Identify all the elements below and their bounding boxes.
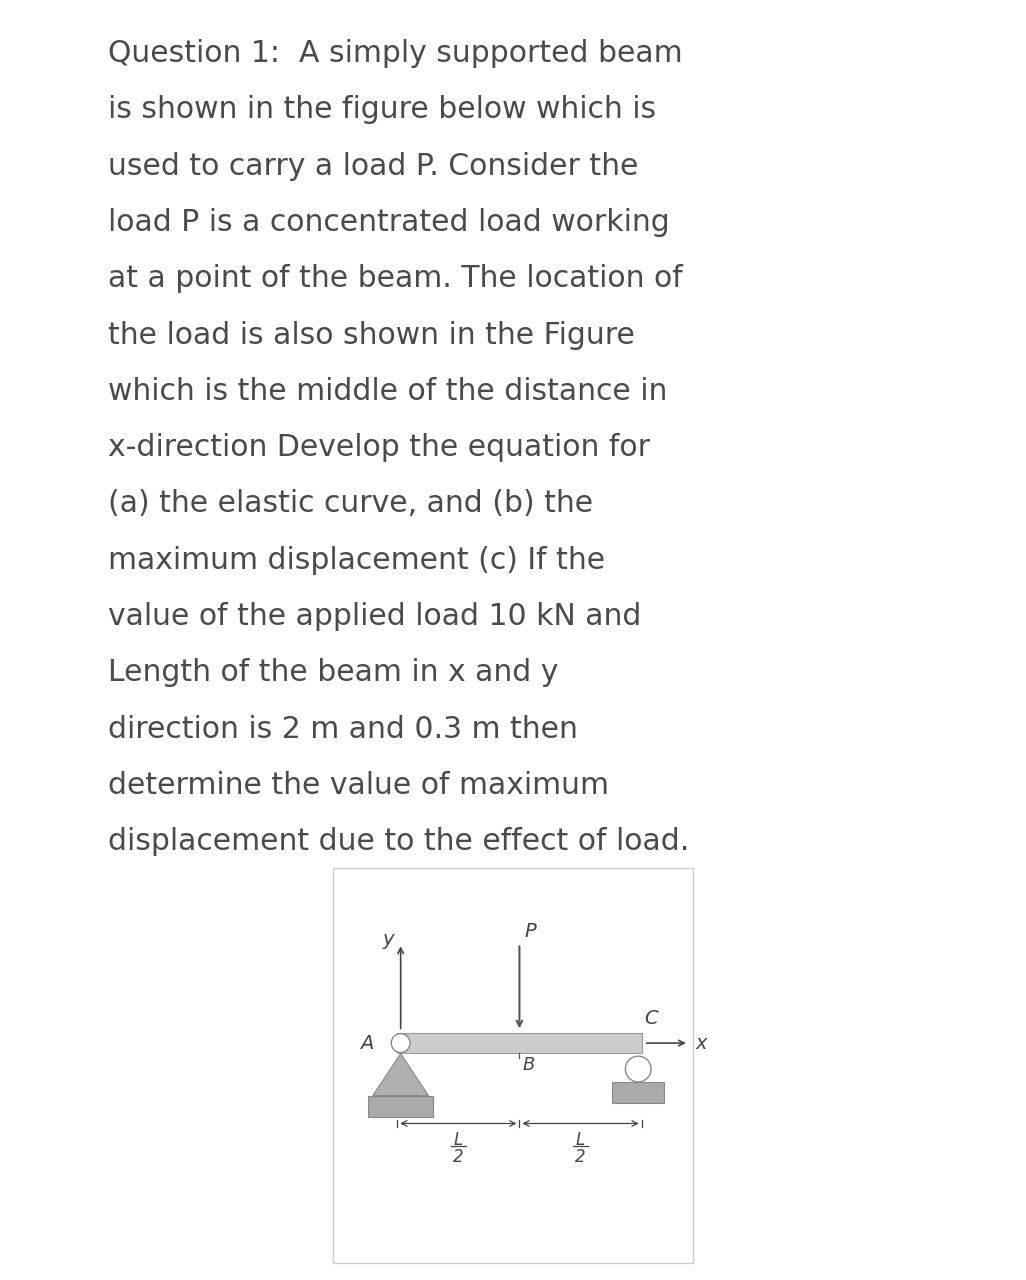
Text: P: P [524,923,537,941]
Circle shape [625,1056,652,1082]
Text: C: C [643,1009,658,1028]
FancyBboxPatch shape [332,868,694,1263]
Text: the load is also shown in the Figure: the load is also shown in the Figure [108,320,635,349]
Text: A: A [360,1033,373,1052]
Text: at a point of the beam. The location of: at a point of the beam. The location of [108,264,682,293]
Text: L: L [453,1132,463,1149]
Text: x: x [696,1033,707,1052]
Text: is shown in the figure below which is: is shown in the figure below which is [108,96,656,124]
Circle shape [391,1034,410,1052]
Text: (a) the elastic curve, and (b) the: (a) the elastic curve, and (b) the [108,489,593,518]
Bar [613,1082,664,1103]
Bar [397,1033,641,1052]
Text: value of the applied load 10 kN and: value of the applied load 10 kN and [108,602,641,631]
Text: direction is 2 m and 0.3 m then: direction is 2 m and 0.3 m then [108,714,578,744]
Text: load P is a concentrated load working: load P is a concentrated load working [108,209,670,237]
Text: L: L [576,1132,585,1149]
Text: y: y [383,929,394,948]
Bar [368,1096,433,1117]
Text: which is the middle of the distance in: which is the middle of the distance in [108,376,667,406]
Text: displacement due to the effect of load.: displacement due to the effect of load. [108,827,689,856]
Text: B: B [523,1056,536,1074]
Text: 2: 2 [453,1147,464,1166]
Text: Length of the beam in x and y: Length of the beam in x and y [108,658,558,687]
Text: determine the value of maximum: determine the value of maximum [108,771,608,800]
Text: maximum displacement (c) If the: maximum displacement (c) If the [108,545,605,575]
Text: Question 1:  A simply supported beam: Question 1: A simply supported beam [108,40,682,68]
Polygon shape [372,1053,429,1096]
Text: used to carry a load P. Consider the: used to carry a load P. Consider the [108,152,638,180]
Text: 2: 2 [576,1147,586,1166]
Text: x-direction Develop the equation for: x-direction Develop the equation for [108,433,649,462]
